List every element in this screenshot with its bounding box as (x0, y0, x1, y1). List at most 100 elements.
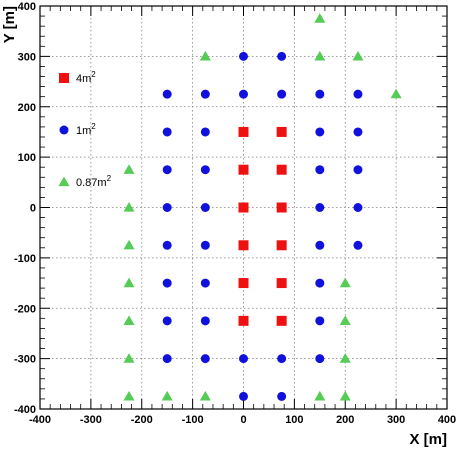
x-tick-label: -100 (182, 414, 204, 426)
y-tick-label: 0 (30, 203, 36, 215)
series-circle-points (162, 51, 363, 401)
series-square-points (238, 126, 287, 326)
y-tick-label: -300 (14, 354, 36, 366)
circle-point (162, 278, 172, 288)
circle-point (315, 89, 325, 99)
circle-point (315, 278, 325, 288)
circle-point (277, 391, 287, 401)
circle-point (200, 278, 210, 288)
data-points (123, 13, 402, 401)
triangle-point (199, 390, 211, 401)
x-tick-label: 400 (438, 414, 456, 426)
triangle-point (314, 50, 326, 61)
square-point (276, 202, 287, 213)
circle-point (162, 203, 172, 212)
series-triangle-points (123, 13, 402, 401)
circle-point (239, 89, 248, 99)
triangle-point (199, 50, 211, 61)
triangle-point (123, 164, 135, 174)
legend-label: 0.87m2 (76, 174, 112, 189)
square-point (276, 164, 287, 175)
triangle-point (339, 390, 351, 401)
square-point (276, 315, 287, 326)
circle-point (353, 203, 363, 212)
legend-marker-circle (59, 125, 69, 135)
triangle-point (123, 315, 135, 325)
y-tick-label: 100 (18, 152, 36, 164)
x-tick-label: 100 (285, 414, 303, 426)
triangle-point (339, 315, 351, 325)
triangle-point (123, 239, 135, 250)
circle-point (200, 240, 210, 250)
x-tick-labels: -400 -300 -200 -100 0 100 200 300 400 (29, 414, 456, 426)
circle-point (277, 51, 287, 61)
legend: 4m2 1m2 0.87m2 (58, 70, 112, 189)
legend-label: 4m2 (76, 70, 96, 85)
x-tick-label: -300 (80, 414, 102, 426)
y-tick-label: -100 (14, 253, 36, 265)
circle-point (239, 354, 248, 364)
square-point (238, 126, 249, 137)
x-tick-label: 0 (240, 414, 246, 426)
circle-point (315, 165, 325, 175)
triangle-point (339, 277, 351, 288)
square-point (238, 164, 249, 175)
legend-marker-triangle (58, 176, 70, 187)
circle-point (200, 316, 210, 326)
square-point (238, 315, 249, 326)
triangle-point (390, 88, 402, 99)
square-point (238, 278, 249, 289)
triangle-point (352, 50, 364, 61)
circle-point (315, 203, 325, 212)
triangle-point (123, 390, 135, 401)
x-tick-label: -200 (131, 414, 153, 426)
circle-point (277, 354, 287, 364)
y-tick-labels: -400 -300 -200 -100 0 100 200 300 400 (14, 1, 36, 416)
y-tick-label: 400 (18, 1, 36, 13)
circle-point (353, 89, 363, 99)
x-axis-title: X [m] (410, 431, 448, 448)
circle-point (162, 354, 172, 364)
circle-point (277, 89, 287, 99)
circle-point (200, 127, 210, 137)
circle-point (315, 240, 325, 250)
circle-point (162, 127, 172, 137)
triangle-point (123, 353, 135, 363)
triangle-point (339, 353, 351, 363)
circle-point (162, 89, 172, 99)
y-tick-label: 300 (18, 51, 36, 63)
circle-point (162, 316, 172, 326)
circle-point (162, 165, 172, 175)
y-tick-label: -200 (14, 303, 36, 315)
x-tick-label: -400 (29, 414, 51, 426)
plot-frame (39, 5, 448, 410)
x-tick-label: 200 (336, 414, 354, 426)
triangle-point (123, 202, 135, 212)
circle-point (353, 240, 363, 250)
circle-point (239, 391, 248, 401)
square-point (276, 278, 287, 289)
triangle-point (123, 277, 135, 288)
triangle-point (314, 390, 326, 401)
circle-point (353, 165, 363, 175)
square-point (276, 126, 287, 137)
legend-label: 1m2 (76, 122, 96, 137)
triangle-point (161, 390, 173, 401)
square-point (276, 240, 287, 251)
circle-point (200, 89, 210, 99)
circle-point (353, 127, 363, 137)
circle-point (200, 203, 210, 212)
circle-point (239, 51, 248, 61)
circle-point (315, 316, 325, 326)
legend-marker-square (59, 73, 69, 83)
y-tick-label: -400 (14, 404, 36, 416)
y-axis-title: Y [m] (1, 6, 18, 43)
triangle-point (314, 13, 326, 23)
circle-point (200, 165, 210, 175)
y-tick-label: 200 (18, 102, 36, 114)
circle-point (315, 354, 325, 364)
circle-point (200, 354, 210, 364)
circle-point (162, 240, 172, 250)
